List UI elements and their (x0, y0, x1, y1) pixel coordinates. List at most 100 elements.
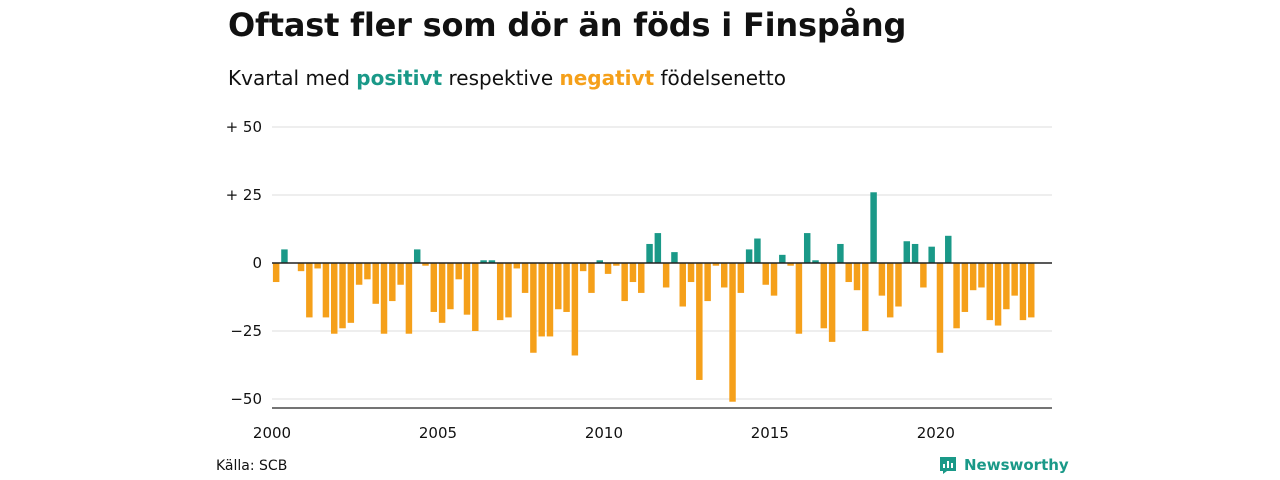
bar (480, 260, 487, 263)
bar (787, 263, 794, 266)
bar (754, 238, 761, 263)
subtitle-middle: respektive (448, 66, 554, 90)
bar (795, 263, 803, 334)
bars (272, 192, 1035, 402)
bar (1028, 263, 1035, 318)
y-tick-label: −25 (230, 322, 262, 340)
bar (945, 235, 952, 263)
bar (455, 263, 462, 280)
bar (447, 263, 454, 310)
bar (870, 192, 877, 263)
x-axis: 2000 2005 2010 2015 2020 (253, 407, 1052, 442)
bar (638, 263, 645, 293)
x-tick-label: 2005 (419, 424, 457, 442)
bar (380, 263, 388, 334)
bar (463, 263, 471, 315)
bar (430, 263, 438, 312)
bar (961, 263, 969, 312)
y-tick-label: 0 (252, 254, 262, 272)
bar (339, 263, 346, 329)
bar (886, 263, 894, 318)
grid-lines (272, 126, 1052, 400)
bar (729, 263, 736, 402)
bar (737, 263, 745, 293)
subtitle-negative: negativt (559, 66, 655, 90)
bar (845, 263, 852, 283)
bar (671, 252, 678, 263)
bar (712, 263, 720, 266)
bar (953, 263, 960, 329)
bar (812, 260, 819, 263)
bar (621, 263, 628, 302)
bar (347, 263, 355, 323)
bar (413, 249, 421, 263)
bar (488, 260, 496, 263)
subtitle-prefix: Kvartal med (228, 66, 350, 90)
bar (928, 246, 935, 263)
bar (530, 263, 537, 353)
bar (629, 263, 637, 283)
brand-logo[interactable]: Newsworthy (938, 455, 1069, 475)
bar (389, 263, 396, 302)
source-note: Källa: SCB (216, 458, 288, 474)
bar (555, 263, 562, 310)
bar (314, 263, 321, 269)
bar (721, 263, 728, 288)
bar (903, 241, 911, 263)
bar (837, 243, 844, 263)
bar (862, 263, 869, 331)
bar (969, 263, 977, 291)
bar (538, 263, 545, 337)
x-tick-label: 2015 (751, 424, 789, 442)
x-tick-label: 2010 (585, 424, 623, 442)
bar (521, 263, 529, 293)
bar (613, 263, 620, 266)
bar (745, 249, 753, 263)
bar (405, 263, 413, 334)
bar (679, 263, 686, 307)
bar (662, 263, 670, 288)
bar (994, 263, 1002, 326)
bar (978, 263, 985, 288)
bar (272, 263, 280, 283)
bar (306, 263, 313, 318)
bar (828, 263, 836, 342)
bar (496, 263, 504, 321)
bar (355, 263, 363, 285)
chart-subtitle: Kvartal med positivt respektive negativt… (228, 66, 786, 90)
bar (422, 263, 429, 266)
bar (588, 263, 595, 293)
chart-title: Oftast fler som dör än föds i Finspång (228, 6, 907, 44)
subtitle-positive: positivt (356, 66, 443, 90)
x-tick-label: 2000 (253, 424, 291, 442)
bar (438, 263, 446, 323)
bar (331, 263, 338, 334)
bar (920, 263, 927, 288)
bar (604, 263, 612, 274)
bar (820, 263, 828, 329)
y-tick-label: −50 (230, 390, 262, 408)
bar (779, 254, 786, 263)
bar (704, 263, 711, 302)
y-tick-label: + 50 (226, 118, 262, 136)
bar (770, 263, 778, 296)
bar (571, 263, 579, 356)
bar (803, 233, 811, 263)
bar (281, 249, 288, 263)
bar (364, 263, 371, 280)
bar (936, 263, 944, 353)
bar (546, 263, 554, 337)
bar (372, 263, 379, 304)
bar (986, 263, 993, 321)
bar (696, 263, 703, 380)
x-tick-label: 2020 (917, 424, 955, 442)
bar (472, 263, 479, 331)
bar (596, 260, 603, 263)
y-tick-label: + 25 (226, 186, 262, 204)
bar (646, 243, 653, 263)
bar (1019, 263, 1027, 321)
bar (762, 263, 769, 285)
bar (878, 263, 886, 296)
bar (505, 263, 512, 318)
